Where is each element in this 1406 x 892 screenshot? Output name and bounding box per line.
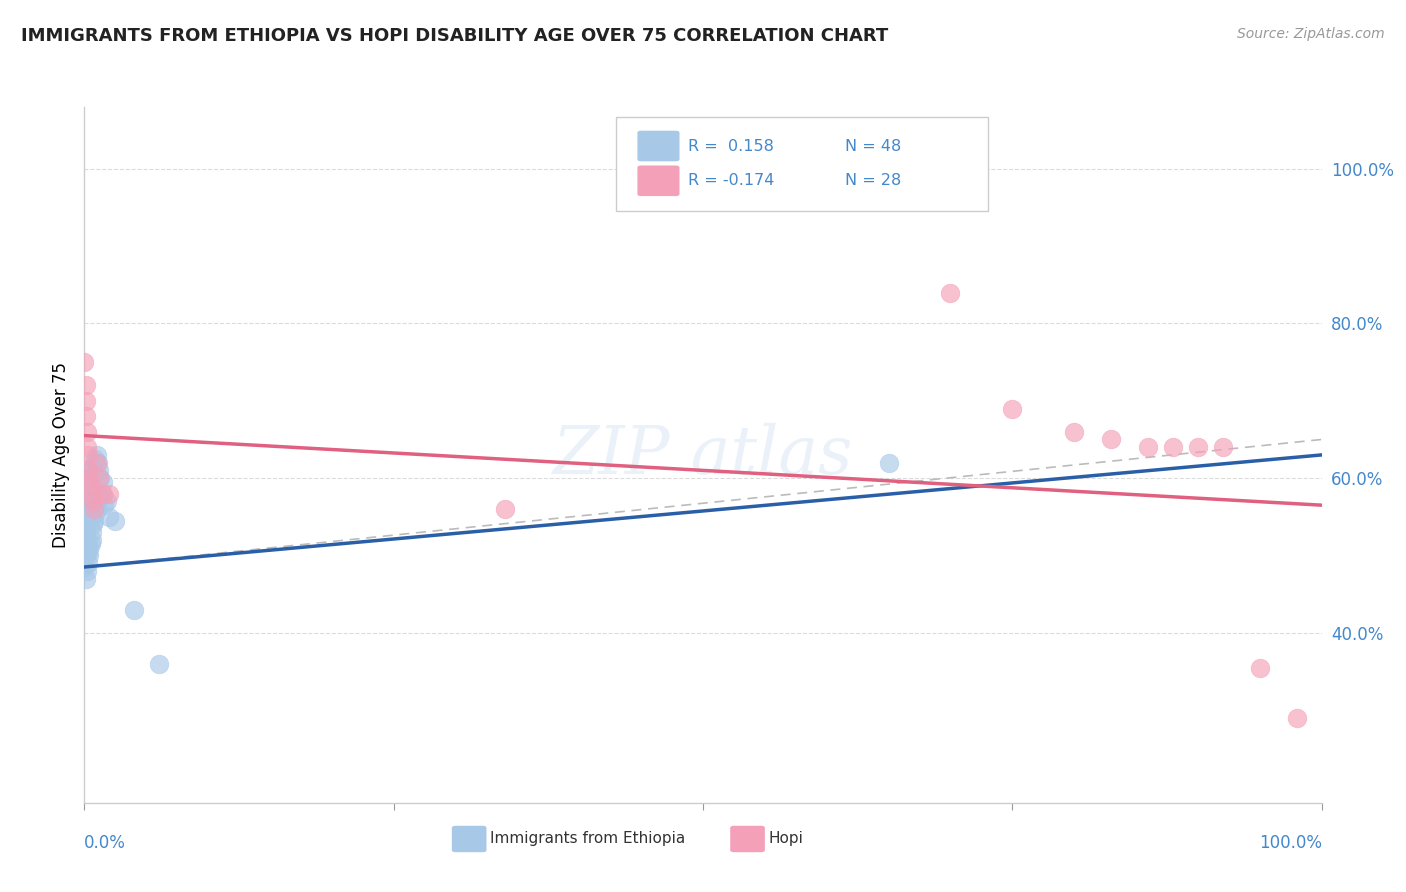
Point xyxy=(82,517,104,532)
Text: N = 48: N = 48 xyxy=(845,138,901,153)
Point xyxy=(87,494,110,508)
Point xyxy=(77,463,100,477)
Point xyxy=(79,549,101,563)
Point xyxy=(93,498,115,512)
Point xyxy=(76,517,98,532)
FancyBboxPatch shape xyxy=(730,826,765,852)
Point xyxy=(89,471,111,485)
Point xyxy=(1285,711,1308,725)
Point xyxy=(73,560,96,574)
Text: Immigrants from Ethiopia: Immigrants from Ethiopia xyxy=(491,831,686,847)
Text: 100.0%: 100.0% xyxy=(1258,834,1322,852)
Text: R =  0.158: R = 0.158 xyxy=(688,138,775,153)
Point xyxy=(79,479,101,493)
Point xyxy=(75,393,97,408)
Point xyxy=(86,502,108,516)
Point xyxy=(77,544,100,558)
Point xyxy=(1001,401,1024,416)
Point xyxy=(96,494,118,508)
Point xyxy=(75,409,97,424)
Point xyxy=(1099,433,1122,447)
Point xyxy=(79,486,101,500)
Point xyxy=(877,456,900,470)
Point xyxy=(76,502,98,516)
Text: IMMIGRANTS FROM ETHIOPIA VS HOPI DISABILITY AGE OVER 75 CORRELATION CHART: IMMIGRANTS FROM ETHIOPIA VS HOPI DISABIL… xyxy=(21,27,889,45)
Point xyxy=(84,506,107,520)
Point xyxy=(90,486,112,500)
Point xyxy=(82,494,104,508)
Point xyxy=(79,541,101,555)
Point xyxy=(76,509,98,524)
Point xyxy=(98,486,121,500)
Point xyxy=(83,456,105,470)
Text: Source: ZipAtlas.com: Source: ZipAtlas.com xyxy=(1237,27,1385,41)
Point xyxy=(77,556,100,570)
Point xyxy=(73,355,96,369)
Point xyxy=(104,514,127,528)
Point xyxy=(79,475,101,489)
Point xyxy=(75,533,97,547)
Text: R = -0.174: R = -0.174 xyxy=(688,173,775,188)
FancyBboxPatch shape xyxy=(637,166,679,196)
Point xyxy=(75,378,97,392)
Point xyxy=(148,657,170,671)
FancyBboxPatch shape xyxy=(616,118,987,211)
Point xyxy=(939,285,962,300)
Text: ZIP atlas: ZIP atlas xyxy=(553,422,853,488)
Point xyxy=(75,549,97,563)
Point xyxy=(91,475,114,489)
Point xyxy=(1249,660,1271,674)
Point xyxy=(80,463,103,477)
Point xyxy=(1063,425,1085,439)
Text: 0.0%: 0.0% xyxy=(84,834,127,852)
Point xyxy=(75,572,97,586)
Point xyxy=(76,425,98,439)
Point xyxy=(1212,440,1234,454)
Point xyxy=(77,498,100,512)
FancyBboxPatch shape xyxy=(451,826,486,852)
Text: N = 28: N = 28 xyxy=(845,173,901,188)
Point xyxy=(79,467,101,482)
Point xyxy=(75,541,97,555)
Point xyxy=(77,491,100,505)
Point xyxy=(91,486,114,500)
Point xyxy=(79,479,101,493)
Point xyxy=(82,509,104,524)
Point xyxy=(494,502,516,516)
Point xyxy=(80,525,103,540)
Text: Hopi: Hopi xyxy=(769,831,803,847)
Point xyxy=(79,471,101,485)
Point xyxy=(76,537,98,551)
Point xyxy=(80,486,103,500)
Point xyxy=(89,491,111,505)
Point xyxy=(89,463,111,477)
Point xyxy=(1187,440,1209,454)
Point xyxy=(89,471,111,485)
Point xyxy=(83,502,105,516)
Point xyxy=(76,564,98,578)
Point xyxy=(1137,440,1160,454)
Point xyxy=(80,533,103,547)
Point xyxy=(87,456,110,470)
Point xyxy=(86,456,108,470)
Point xyxy=(83,514,105,528)
Y-axis label: Disability Age Over 75: Disability Age Over 75 xyxy=(52,362,70,548)
Point xyxy=(76,440,98,454)
Point xyxy=(84,451,107,466)
Point xyxy=(75,525,97,540)
FancyBboxPatch shape xyxy=(637,131,679,161)
Point xyxy=(86,448,108,462)
Point xyxy=(79,537,101,551)
Point xyxy=(98,509,121,524)
Point xyxy=(82,459,104,474)
Point xyxy=(77,448,100,462)
Point xyxy=(122,602,145,616)
Point xyxy=(1161,440,1184,454)
